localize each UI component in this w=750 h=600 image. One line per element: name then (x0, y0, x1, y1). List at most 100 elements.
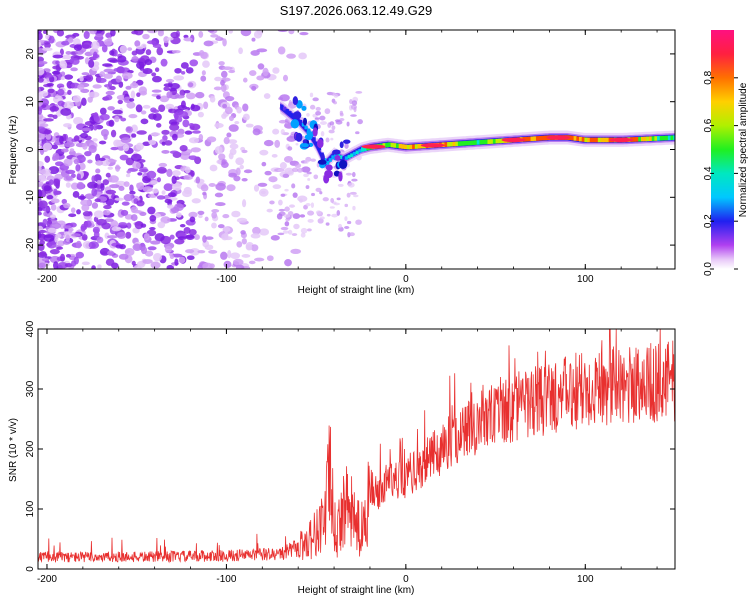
ridge-turbulence (301, 105, 307, 111)
noise-blob (170, 206, 180, 214)
noise-blob (159, 95, 170, 103)
noise-blob (93, 210, 104, 219)
noise-blob (163, 183, 173, 192)
noise-blob (119, 154, 129, 161)
noise-blob (92, 226, 100, 234)
noise-blob (222, 38, 227, 47)
ridge-turbulence (301, 143, 309, 148)
noise-blob (60, 107, 72, 116)
ridge-core (484, 139, 488, 145)
spectrogram-ylabel: Frequency (Hz) (8, 116, 19, 185)
noise-blob (174, 94, 185, 99)
noise-blob (63, 202, 71, 209)
noise-blob (97, 264, 102, 269)
noise-blob (142, 141, 151, 146)
noise-blob (41, 104, 47, 108)
spectrogram-ytick-label: 0 (25, 146, 36, 152)
noise-blob (338, 223, 343, 229)
noise-blob (277, 46, 286, 55)
snr-xtick-label: 100 (577, 574, 594, 585)
noise-blob (176, 212, 182, 218)
noise-blob (87, 159, 93, 164)
noise-blob (213, 86, 222, 91)
noise-blob (333, 93, 339, 98)
noise-blob (174, 67, 182, 74)
noise-blob (78, 162, 86, 171)
noise-blob (140, 110, 147, 115)
spectrogram-xtick-label: -100 (216, 274, 236, 285)
noise-blob (252, 128, 261, 136)
snr-series-line (38, 329, 675, 564)
noise-blob (95, 153, 101, 162)
noise-blob (256, 48, 268, 53)
noise-blob (110, 129, 117, 138)
noise-blob (111, 226, 122, 232)
noise-blob (132, 161, 141, 170)
noise-blob (259, 228, 270, 236)
ridge-core (401, 144, 405, 149)
noise-blob (109, 184, 120, 189)
noise-blob (113, 139, 121, 147)
noise-blob (136, 92, 141, 98)
noise-blob (109, 50, 115, 56)
noise-blob (69, 58, 75, 64)
noise-blob (168, 87, 177, 92)
noise-blob (156, 95, 161, 100)
noise-blob (292, 192, 298, 198)
noise-blob (114, 197, 124, 201)
noise-blob (83, 30, 90, 40)
noise-blob (199, 50, 205, 57)
noise-blob (351, 178, 358, 182)
noise-blob (76, 173, 81, 181)
noise-blob (84, 150, 92, 157)
noise-blob (331, 213, 338, 218)
noise-blob (202, 262, 213, 269)
noise-blob (88, 91, 100, 98)
noise-blob (344, 203, 349, 208)
noise-blob (249, 70, 257, 77)
noise-blob (193, 234, 200, 241)
noise-blob (120, 137, 132, 144)
noise-blob (110, 30, 116, 37)
noise-blob (112, 109, 123, 115)
noise-blob (134, 40, 141, 47)
noise-blob (355, 219, 362, 225)
noise-blob (99, 107, 107, 115)
noise-blob (188, 155, 198, 161)
noise-blob (102, 179, 110, 186)
noise-blob (299, 214, 306, 218)
noise-blob (280, 193, 286, 198)
noise-blob (39, 123, 49, 128)
noise-blob (289, 134, 295, 139)
ridge-core (417, 144, 421, 149)
noise-blob (241, 254, 251, 258)
ridge-turbulence (316, 138, 324, 149)
noise-blob (189, 59, 199, 67)
noise-blob (210, 34, 219, 38)
ridge-core (592, 137, 596, 143)
noise-blob (136, 130, 147, 135)
noise-blob (243, 169, 253, 174)
noise-blob (134, 30, 144, 36)
noise-blob (73, 135, 80, 142)
noise-blob (65, 175, 73, 181)
ridge-hotspot (546, 135, 571, 140)
ridge-core (460, 141, 464, 146)
noise-blob (147, 134, 153, 142)
noise-blob (315, 187, 322, 192)
noise-blob (105, 258, 115, 266)
noise-blob (38, 56, 45, 63)
noise-blob (261, 161, 267, 167)
noise-blob (334, 119, 341, 123)
noise-blob (307, 210, 315, 216)
noise-blob (221, 161, 229, 169)
ridge-core (385, 142, 389, 148)
ridge-core (584, 137, 588, 143)
noise-blob (69, 222, 77, 228)
noise-blob (179, 223, 186, 228)
noise-blob (48, 35, 55, 44)
noise-blob (108, 175, 119, 183)
noise-blob (102, 209, 111, 216)
noise-blob (122, 143, 130, 152)
noise-blob (67, 89, 72, 96)
